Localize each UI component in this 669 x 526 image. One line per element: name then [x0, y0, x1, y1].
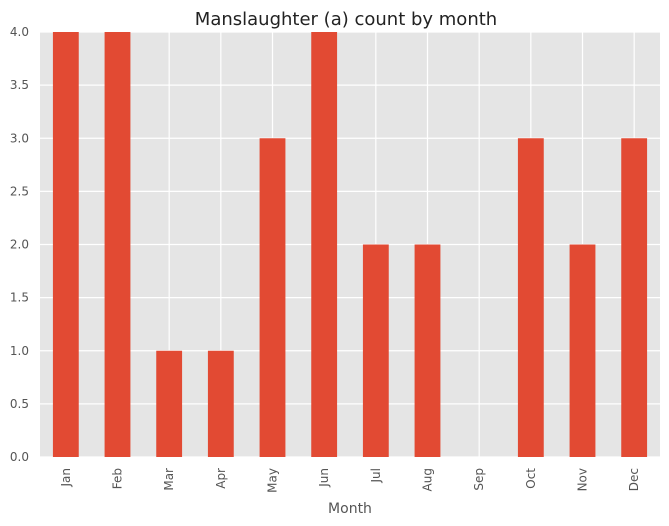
x-tick-label: Dec [627, 468, 641, 491]
x-axis-ticks: Jan Feb Mar Apr May Jun Jul Aug Sep Oct Nov Dec [59, 468, 641, 493]
bar-apr [207, 350, 234, 457]
bar-dec [621, 138, 648, 457]
bar-jul [362, 244, 389, 457]
x-tick-label: Mar [162, 468, 176, 491]
chart-title: Manslaughter (a) count by month [195, 9, 497, 30]
y-tick-label: 2.5 [10, 184, 29, 198]
bar-jan [52, 32, 79, 457]
y-tick-label: 0.5 [10, 397, 29, 411]
bar-aug [414, 244, 441, 457]
bar-may [259, 138, 286, 457]
x-tick-label: Aug [421, 468, 435, 491]
x-tick-label: Jan [59, 468, 73, 488]
x-tick-label: Jul [369, 468, 383, 483]
x-tick-label: Oct [524, 468, 538, 489]
y-tick-label: 4.0 [10, 25, 29, 39]
bars [52, 32, 648, 457]
y-tick-label: 0.0 [10, 450, 29, 464]
y-axis-ticks: 0.0 0.5 1.0 1.5 2.0 2.5 3.0 3.5 4.0 [10, 25, 29, 464]
x-tick-label: Sep [472, 468, 486, 491]
x-axis-label: Month [328, 501, 372, 517]
bar-jun [311, 32, 338, 457]
y-gridlines [40, 31, 660, 458]
y-tick-label: 1.0 [10, 344, 29, 358]
bar-nov [569, 244, 596, 457]
y-tick-label: 1.5 [10, 291, 29, 305]
y-tick-label: 3.5 [10, 78, 29, 92]
bar-mar [156, 350, 183, 457]
y-tick-label: 2.0 [10, 238, 29, 252]
bar-feb [104, 32, 131, 457]
x-tick-label: Nov [576, 468, 590, 491]
x-tick-label: May [266, 468, 280, 493]
y-tick-label: 3.0 [10, 131, 29, 145]
x-tick-label: Jun [317, 468, 331, 488]
x-tick-label: Feb [111, 468, 125, 489]
x-tick-label: Apr [214, 468, 228, 489]
bar-oct [517, 138, 544, 457]
